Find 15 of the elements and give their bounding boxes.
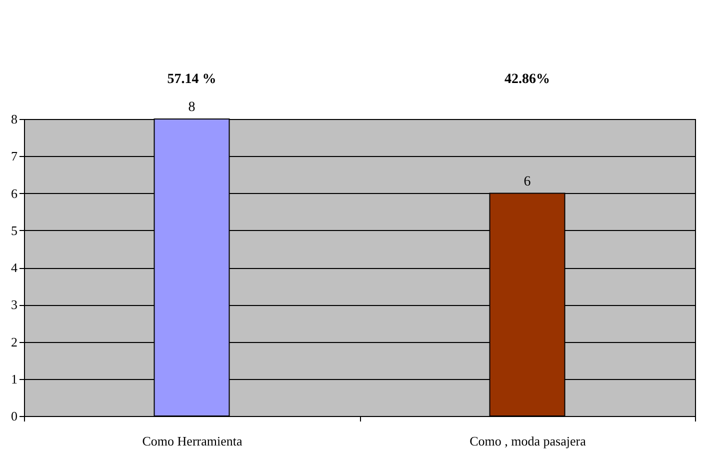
text: 42.86% [504,72,550,87]
y-tick-label: 5 [11,222,18,238]
y-tick-label: 3 [11,297,18,312]
data-label: 6 [524,174,531,190]
x-tick-label: Como Herramienta [142,434,242,448]
y-tick-label: 1 [11,371,18,386]
x-tick-label: Como , moda pasajera [470,434,586,448]
y-tick-label: 7 [11,148,18,164]
y-tick-label: 0 [11,408,18,424]
y-tick-label: 6 [11,186,18,201]
y-tick-label: 8 [11,112,18,126]
y-tick-label: 4 [11,260,18,275]
data-label: 8 [188,100,196,115]
text: 57.14 % [167,72,216,87]
y-tick-label: 2 [11,334,18,350]
